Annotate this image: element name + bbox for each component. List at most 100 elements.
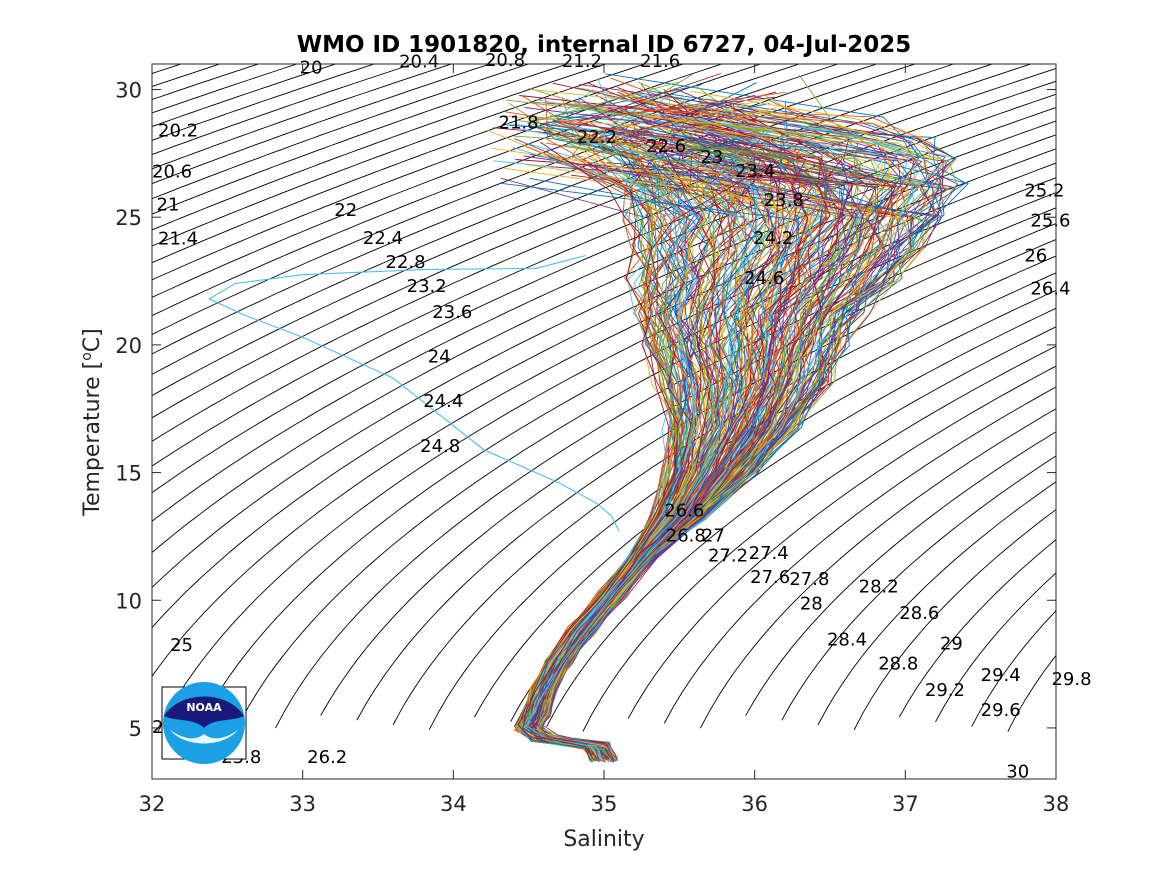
- isopycnal-line: [935, 572, 1056, 723]
- isopycnal-label: 20.4: [399, 51, 439, 72]
- isopycnal-label: 20: [300, 57, 323, 78]
- profile-line: [536, 122, 954, 756]
- isopycnal-line: [152, 148, 1056, 678]
- axis-ticks: 32 33 34 35 36 37 38 5 10 15 20 25 30: [115, 64, 1069, 816]
- profile-line: [516, 183, 695, 758]
- profile-line: [531, 126, 898, 757]
- isopycnal-label: 23.4: [735, 161, 775, 182]
- isopycnal-label: 28.2: [859, 576, 899, 597]
- isopycnal-label: 28.6: [899, 603, 939, 624]
- profile-line: [525, 111, 761, 758]
- isopycnal-line: [971, 610, 1056, 727]
- y-tick-label: 10: [115, 589, 142, 613]
- isopycnal-line: [152, 64, 337, 128]
- isopycnal-label: 22.6: [646, 136, 686, 157]
- isopycnal-line: [152, 64, 955, 397]
- profile-line: [538, 142, 927, 757]
- isopycnal-line: [152, 64, 647, 247]
- profile-line: [518, 81, 679, 761]
- isopycnal-label: 24.8: [420, 436, 460, 457]
- isopycnal-line: [1007, 654, 1056, 732]
- x-tick-label: 38: [1043, 792, 1070, 816]
- isopycnal-label: 27.6: [750, 567, 790, 588]
- isopycnal-label: 29.6: [981, 700, 1021, 721]
- isopycnal-label: 21.2: [562, 51, 602, 72]
- isopycnal-label: 22.2: [577, 127, 617, 148]
- isopycnal-label: 21: [157, 194, 180, 215]
- noaa-logo-bird-icon: [164, 696, 244, 728]
- profile-line: [522, 107, 777, 762]
- profile-line: [500, 182, 798, 760]
- isopycnal-label: 22.8: [386, 252, 426, 273]
- profile-line: [520, 158, 697, 760]
- profile-line: [525, 128, 782, 757]
- isopycnal-label: 26.6: [664, 500, 704, 521]
- isopycnal-line: [853, 509, 1056, 731]
- isopycnal-label: 21.4: [158, 229, 198, 250]
- isopycnal-label: 23.2: [407, 276, 447, 297]
- isopycnal-line: [152, 64, 994, 419]
- outlier-profile-line: [208, 254, 620, 532]
- isopycnal-line: [745, 431, 1056, 716]
- isopycnal-labels: 20 20.4 20.8 21.2 21.6 20.2 20.6 21 21.4 21.8 22.2…: [152, 50, 1092, 783]
- x-tick-label: 34: [440, 792, 467, 816]
- isopycnal-line: [152, 64, 299, 114]
- x-axis-label: Salinity: [563, 827, 644, 852]
- profile-line: [513, 153, 675, 762]
- profile-line: [513, 135, 858, 759]
- isopycnal-label: 27.2: [708, 546, 748, 567]
- isopycnal-label: 30: [1006, 761, 1029, 782]
- isopycnal-label: 20.2: [158, 120, 198, 141]
- isopycnal-line: [202, 177, 1056, 719]
- isopycnal-line: [152, 64, 183, 74]
- chart-title: WMO ID 1901820, internal ID 6727, 04-Jul…: [297, 32, 912, 58]
- profile-line: [521, 136, 758, 762]
- isopycnal-label: 26.4: [1030, 279, 1070, 300]
- isopycnal-label: 23: [700, 147, 723, 168]
- profile-line: [533, 88, 809, 758]
- isopycnal-label: 24.4: [423, 391, 463, 412]
- profile-line: [517, 141, 679, 756]
- x-tick-label: 32: [139, 792, 166, 816]
- isopycnal-line: [152, 80, 1056, 494]
- profile-line: [521, 130, 673, 757]
- noaa-logo: NOAA: [161, 682, 247, 764]
- isopycnal-line: [627, 365, 1056, 719]
- isopycnal-line: [898, 539, 1056, 718]
- isopycnal-line: [152, 64, 492, 185]
- isopycnal-label: 21.8: [499, 113, 539, 134]
- isopycnal-label: 28.4: [827, 630, 867, 651]
- isopycnal-label: 24.6: [744, 268, 784, 289]
- isopycnal-label: 25.2: [1024, 181, 1064, 202]
- isopycnal-line: [152, 64, 415, 155]
- isopycnal-label: 25.6: [1030, 211, 1070, 232]
- isopycnal-label: 27: [702, 526, 725, 547]
- isopycnal-label: 23.6: [432, 302, 472, 323]
- y-tick-label: 15: [115, 462, 142, 486]
- isopycnal-label: 27.8: [789, 569, 829, 590]
- isopycnal-line: [817, 481, 1056, 726]
- isopycnal-line: [781, 455, 1056, 721]
- isopycnal-label: 20.8: [485, 50, 525, 71]
- isopycnal-line: [152, 64, 1033, 442]
- isopycnal-label: 22.4: [363, 228, 403, 249]
- isopycnal-line: [152, 64, 376, 141]
- isopycnal-line: [152, 64, 569, 215]
- x-tick-label: 33: [289, 792, 316, 816]
- profile-line: [537, 162, 858, 761]
- isopycnal-line: [152, 67, 1056, 467]
- profile-line: [535, 116, 919, 756]
- isopycnal-line: [700, 408, 1056, 729]
- profile-line: [525, 94, 780, 762]
- isopycnal-label: 26.8: [666, 526, 706, 547]
- isopycnal-label: 28: [800, 594, 823, 615]
- x-tick-label: 35: [591, 792, 618, 816]
- isopycnal-line: [152, 64, 453, 170]
- isopycnal-label: 28.8: [878, 654, 918, 675]
- isopycnal-label: 27.4: [749, 543, 789, 564]
- isopycnal-label: 21.6: [640, 51, 680, 72]
- isopycnal-label: 20.6: [152, 162, 192, 183]
- isopycnal-line: [152, 64, 531, 200]
- x-tick-label: 37: [892, 792, 919, 816]
